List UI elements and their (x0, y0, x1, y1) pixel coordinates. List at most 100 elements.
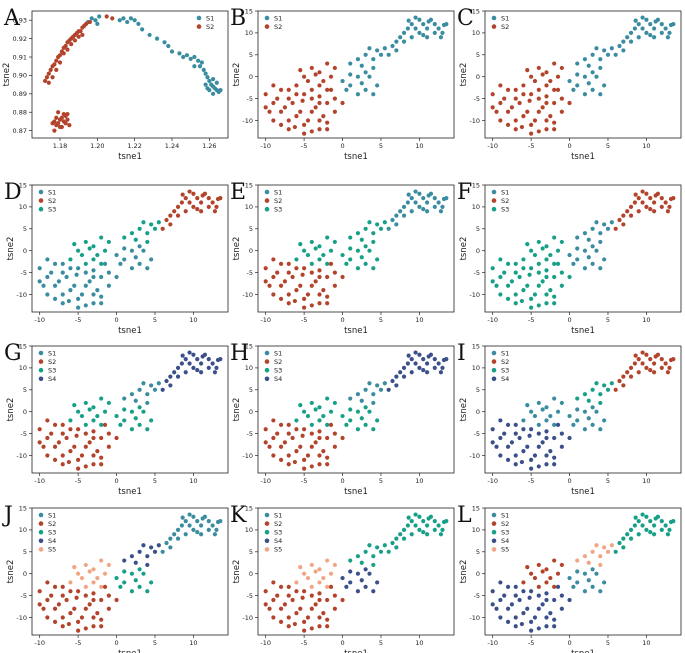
scatter-point (317, 70, 322, 75)
scatter-point (659, 22, 664, 27)
x-axis-label: tsne1 (344, 649, 368, 653)
scatter-point (156, 220, 161, 225)
scatter-point (68, 580, 73, 585)
scatter-point (625, 532, 630, 537)
scatter-point (367, 74, 372, 79)
scatter-point (421, 206, 426, 212)
scatter-point (575, 418, 580, 423)
scatter-point (332, 593, 337, 598)
scatter-point (300, 595, 305, 600)
legend-marker (491, 512, 497, 518)
scatter-point (133, 416, 138, 421)
x-tick-label: -10 (34, 316, 45, 324)
scatter-point (413, 26, 418, 31)
scatter-point (405, 523, 410, 528)
scatter-point (544, 591, 549, 596)
scatter-point (668, 357, 674, 363)
scatter-point (498, 274, 503, 280)
scatter-point (409, 196, 414, 201)
scatter-point (278, 87, 284, 92)
scatter-point (552, 558, 557, 563)
scatter-point (72, 606, 77, 611)
scatter-point (99, 435, 104, 441)
scatter-point (527, 433, 532, 438)
scatter-point (76, 296, 81, 301)
scatter-point (644, 352, 649, 357)
scatter-point (168, 213, 173, 218)
scatter-point (521, 449, 526, 454)
scatter-point (441, 22, 447, 28)
scatter-point (45, 435, 50, 441)
scatter-point (590, 422, 595, 427)
scatter-point (129, 231, 135, 236)
scatter-point (271, 257, 276, 262)
scatter-point (187, 512, 192, 517)
scatter-point (421, 357, 426, 362)
scatter-point (325, 100, 330, 106)
scatter-point (302, 131, 307, 136)
scatter-point (332, 562, 337, 568)
scatter-point (426, 193, 431, 198)
x-axis-label: tsne1 (118, 326, 142, 336)
scatter-point (567, 597, 572, 603)
x-tick-label: 10 (415, 477, 423, 485)
scatter-point (552, 87, 557, 92)
y-tick-label: -5 (474, 430, 480, 438)
scatter-point (140, 27, 145, 32)
scatter-point (405, 26, 410, 31)
x-tick-label: 10 (415, 142, 423, 150)
legend-marker (264, 198, 270, 203)
scatter-point (122, 558, 127, 563)
scatter-point (401, 365, 407, 370)
y-tick-label: 10 (19, 203, 27, 211)
scatter-point (79, 453, 85, 458)
scatter-point (282, 105, 288, 110)
x-tick-label: 5 (606, 639, 610, 647)
y-tick-label: -5 (247, 430, 253, 438)
legend-marker (264, 189, 270, 195)
x-tick-label: -5 (528, 142, 534, 150)
scatter-point (152, 387, 158, 392)
scatter-point (271, 418, 276, 423)
scatter-point (52, 457, 58, 462)
legend-label: S3 (48, 367, 56, 375)
scatter-point (49, 431, 54, 436)
scatter-point (582, 266, 588, 271)
scatter-point (513, 261, 518, 266)
scatter-point (552, 274, 557, 280)
scatter-point (498, 83, 503, 88)
x-tick-label: -10 (487, 477, 498, 485)
scatter-point (129, 392, 135, 397)
scatter-point (83, 431, 88, 436)
scatter-point (187, 350, 192, 355)
scatter-point (91, 418, 96, 423)
y-tick-label: 5 (249, 548, 253, 556)
scatter-point (200, 193, 205, 198)
scatter-point (509, 105, 515, 110)
scatter-point (271, 615, 276, 620)
scatter-point (590, 87, 595, 92)
scatter-point (529, 571, 534, 576)
scatter-point (129, 554, 135, 559)
y-tick-label: -5 (474, 95, 480, 103)
data-points (263, 15, 449, 136)
scatter-point (132, 18, 137, 23)
scatter-point (513, 593, 518, 598)
scatter-point (536, 626, 541, 631)
scatter-point (76, 305, 81, 310)
scatter-point (340, 252, 345, 258)
x-tick-label: 0 (114, 477, 118, 485)
scatter-point (145, 231, 150, 236)
scatter-point (555, 261, 561, 266)
scatter-point (83, 283, 88, 288)
scatter-point (494, 283, 499, 288)
scatter-point (659, 527, 664, 532)
x-axis-label: tsne1 (118, 487, 142, 497)
scatter-point (133, 560, 138, 565)
scatter-point (417, 17, 422, 22)
legend-label: S3 (274, 367, 282, 375)
scatter-point (278, 109, 284, 114)
